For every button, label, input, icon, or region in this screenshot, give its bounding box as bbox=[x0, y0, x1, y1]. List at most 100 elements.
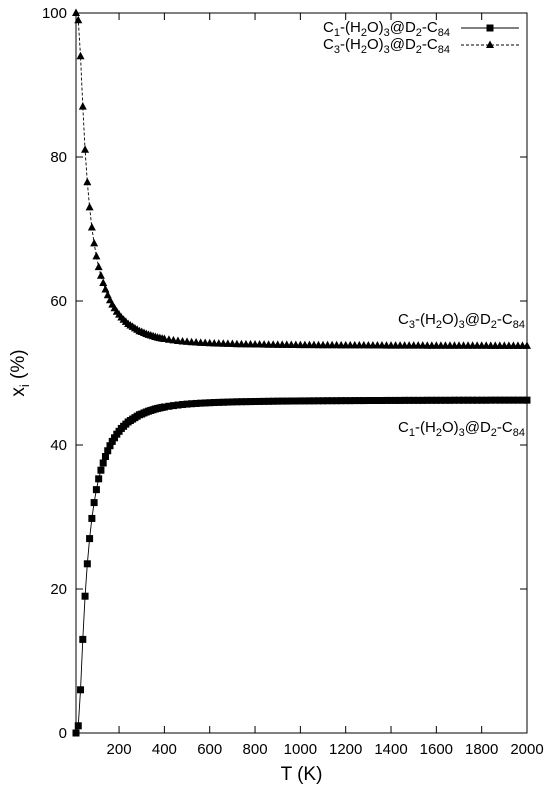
text-run: O) bbox=[442, 419, 459, 436]
data-point-square bbox=[174, 401, 182, 409]
data-point-square bbox=[482, 396, 490, 404]
legend-entry-1: C1-(H2O)3@D2-C84 bbox=[323, 19, 519, 39]
x-tick-label: 2000 bbox=[510, 741, 543, 758]
data-point-square bbox=[111, 434, 119, 442]
data-point-square bbox=[387, 396, 395, 404]
text-run: -C bbox=[422, 36, 438, 53]
data-point-square bbox=[460, 396, 468, 404]
x-tick-label: 200 bbox=[107, 741, 132, 758]
curve-label: C1-(H2O)3@D2-C84 bbox=[398, 419, 525, 439]
data-point-triangle bbox=[96, 271, 105, 279]
data-point-square bbox=[496, 396, 504, 404]
subscript: 84 bbox=[513, 319, 525, 331]
data-point-square bbox=[301, 397, 309, 405]
data-point-square bbox=[491, 396, 499, 404]
subscript: 1 bbox=[334, 27, 340, 39]
data-point-square bbox=[355, 397, 363, 405]
y-tick-label: 40 bbox=[50, 437, 67, 454]
subscript: 3 bbox=[384, 27, 390, 39]
data-point-square bbox=[99, 459, 107, 467]
data-point-square bbox=[237, 398, 245, 406]
data-point-triangle bbox=[81, 145, 90, 153]
data-point-square bbox=[410, 396, 418, 404]
data-point-triangle bbox=[85, 202, 94, 211]
y-tick-label: 0 bbox=[59, 725, 67, 742]
text-run: @D bbox=[390, 36, 416, 53]
data-point-square bbox=[169, 402, 177, 410]
data-point-square bbox=[450, 396, 458, 404]
data-point-square bbox=[401, 396, 409, 404]
data-point-square bbox=[509, 396, 517, 404]
data-point-square bbox=[373, 397, 381, 405]
data-point-triangle bbox=[76, 51, 85, 60]
subscript: 3 bbox=[384, 44, 390, 56]
data-point-triangle bbox=[90, 238, 99, 247]
subscript: 2 bbox=[361, 27, 367, 39]
data-point-square bbox=[500, 396, 508, 404]
legend-label: C1-(H2O)3@D2-C84 bbox=[323, 19, 450, 39]
series-line bbox=[75, 399, 527, 734]
data-point-square bbox=[382, 396, 390, 404]
text-run: -(H bbox=[340, 19, 361, 36]
data-point-square bbox=[324, 397, 332, 405]
data-point-square bbox=[192, 399, 200, 407]
data-point-square bbox=[351, 397, 359, 405]
data-point-square bbox=[79, 635, 87, 643]
data-point-square bbox=[360, 397, 368, 405]
data-point-square bbox=[319, 397, 327, 405]
y-tick-label: 20 bbox=[50, 581, 67, 598]
subscript: 2 bbox=[436, 427, 442, 439]
data-point-square bbox=[378, 397, 386, 405]
data-point-square bbox=[251, 398, 259, 406]
text-run: @D bbox=[465, 419, 491, 436]
data-point-square bbox=[392, 396, 400, 404]
text-run: O) bbox=[367, 19, 384, 36]
y-axis-title-sub: i bbox=[17, 384, 32, 387]
data-point-square bbox=[215, 398, 223, 406]
x-tick-label: 800 bbox=[243, 741, 268, 758]
data-point-square bbox=[92, 486, 100, 494]
data-point-square bbox=[478, 396, 486, 404]
text-run: @D bbox=[390, 19, 416, 36]
subscript: 2 bbox=[491, 319, 497, 331]
y-tick-label: 80 bbox=[50, 149, 67, 166]
data-point-square bbox=[473, 396, 481, 404]
data-point-square bbox=[396, 396, 404, 404]
data-point-square bbox=[228, 398, 236, 406]
data-point-square bbox=[197, 399, 205, 407]
data-point-square bbox=[83, 560, 91, 568]
data-point-square bbox=[487, 396, 495, 404]
text-run: C bbox=[398, 419, 409, 436]
data-point-square bbox=[455, 396, 463, 404]
data-point-square bbox=[441, 396, 449, 404]
data-point-square bbox=[342, 397, 350, 405]
data-point-triangle bbox=[87, 223, 96, 231]
data-point-square bbox=[247, 398, 255, 406]
subscript: 84 bbox=[513, 427, 525, 439]
data-point-square bbox=[523, 396, 531, 404]
data-point-square bbox=[296, 397, 304, 405]
subscript: 2 bbox=[491, 427, 497, 439]
text-run: @D bbox=[465, 311, 491, 328]
text-run: -(H bbox=[415, 311, 436, 328]
subscript: 2 bbox=[436, 319, 442, 331]
legend-label: C3-(H2O)3@D2-C84 bbox=[323, 36, 450, 56]
data-point-square bbox=[278, 397, 286, 405]
data-point-triangle bbox=[78, 102, 87, 110]
data-point-triangle bbox=[99, 278, 108, 286]
data-point-square bbox=[95, 475, 103, 483]
data-point-square bbox=[305, 397, 313, 405]
data-point-square bbox=[328, 397, 336, 405]
data-point-square bbox=[428, 396, 436, 404]
data-point-square bbox=[106, 442, 114, 450]
x-axis-title: T (K) bbox=[281, 764, 323, 785]
data-point-square bbox=[206, 399, 214, 407]
subscript: 1 bbox=[409, 427, 415, 439]
series-1 bbox=[72, 396, 531, 737]
data-point-square bbox=[74, 722, 82, 730]
data-point-square bbox=[364, 397, 372, 405]
legend-entry-2: C3-(H2O)3@D2-C84 bbox=[323, 36, 519, 56]
series-line bbox=[75, 12, 527, 347]
y-axis-title-unit: (%) bbox=[8, 349, 29, 384]
